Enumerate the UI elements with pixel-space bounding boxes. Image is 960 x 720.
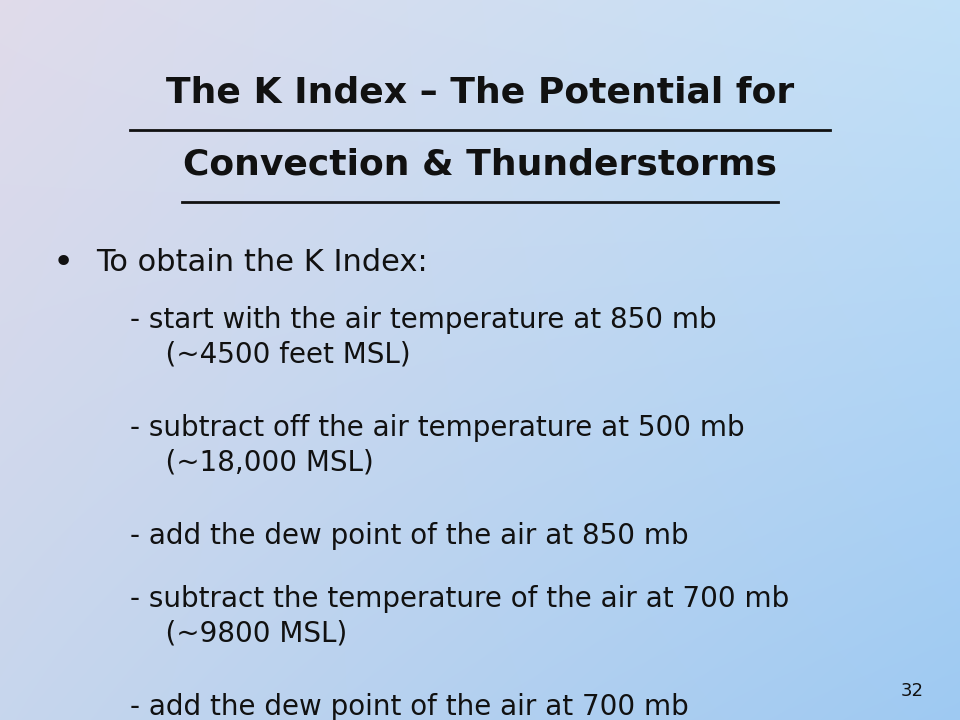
Text: The K Index – The Potential for: The K Index – The Potential for (166, 76, 794, 109)
Text: - subtract the temperature of the air at 700 mb
    (~9800 MSL): - subtract the temperature of the air at… (130, 585, 789, 647)
Text: •: • (53, 246, 74, 280)
Text: 32: 32 (900, 682, 924, 700)
Text: - start with the air temperature at 850 mb
    (~4500 feet MSL): - start with the air temperature at 850 … (130, 306, 716, 369)
Text: - add the dew point of the air at 850 mb: - add the dew point of the air at 850 mb (130, 522, 688, 550)
Text: - add the dew point of the air at 700 mb: - add the dew point of the air at 700 mb (130, 693, 688, 720)
Text: Convection & Thunderstorms: Convection & Thunderstorms (183, 148, 777, 181)
Text: - subtract off the air temperature at 500 mb
    (~18,000 MSL): - subtract off the air temperature at 50… (130, 414, 744, 477)
Text: To obtain the K Index:: To obtain the K Index: (96, 248, 427, 277)
